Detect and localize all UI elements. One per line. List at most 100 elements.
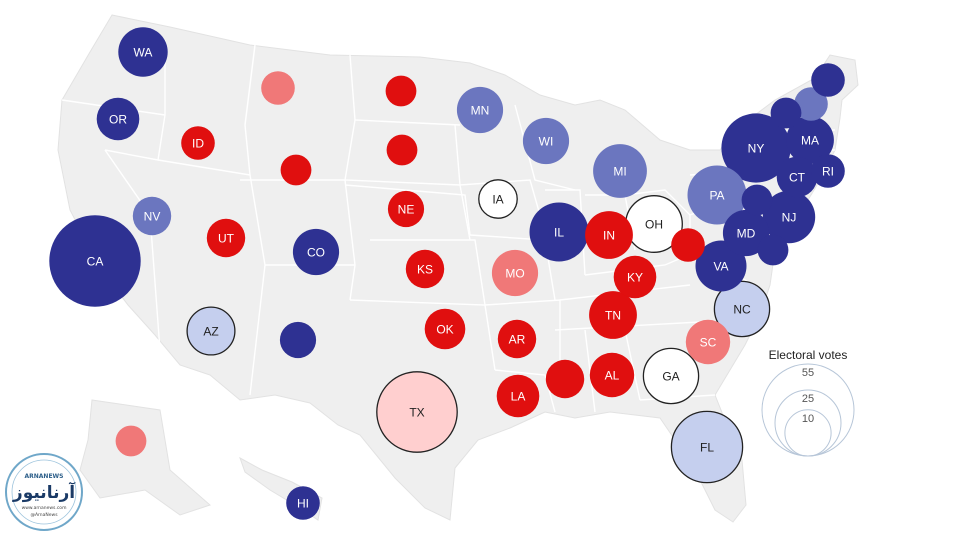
bubble-label-mo: MO xyxy=(505,266,524,280)
watermark-name: ARNANEWS xyxy=(25,473,64,480)
bubble-wi xyxy=(522,117,570,165)
bubble-nm xyxy=(279,321,317,359)
state-bubble-mi: MI xyxy=(593,144,647,198)
bubble-la xyxy=(496,374,540,418)
bubble-nv xyxy=(132,196,172,236)
state-bubble-ar: AR xyxy=(497,319,537,359)
state-bubble-md: MD xyxy=(722,209,770,257)
bubble-label-ok: OK xyxy=(436,322,453,336)
bubble-label-ny: NY xyxy=(748,141,765,155)
state-bubble-in: IN xyxy=(585,211,633,259)
state-bubble-sc: SC xyxy=(685,319,731,365)
bubble-label-ga: GA xyxy=(662,369,679,383)
state-bubble-de xyxy=(757,234,789,266)
bubble-label-wa: WA xyxy=(134,45,153,59)
state-bubble-wi: WI xyxy=(522,117,570,165)
state-bubble-il: IL xyxy=(529,202,589,262)
bubble-co xyxy=(292,228,340,276)
bubble-ar xyxy=(497,319,537,359)
bubble-me xyxy=(811,63,845,97)
bubble-label-fl: FL xyxy=(700,440,714,454)
bubble-id xyxy=(181,126,215,160)
bubble-label-nj: NJ xyxy=(782,210,797,224)
state-bubble-ok: OK xyxy=(424,308,466,350)
state-bubble-ne: NE xyxy=(387,190,425,228)
watermark-ring xyxy=(5,453,83,531)
legend-value-55: 55 xyxy=(802,367,814,379)
bubble-ok xyxy=(424,308,466,350)
state-bubble-sd xyxy=(386,134,418,166)
bubble-label-al: AL xyxy=(605,368,620,382)
state-bubble-ut: UT xyxy=(206,218,246,258)
state-bubble-oh: OH xyxy=(625,195,683,253)
state-bubble-la: LA xyxy=(496,374,540,418)
state-bubble-co: CO xyxy=(292,228,340,276)
bubble-tn xyxy=(589,291,637,339)
state-bubble-ny: NY xyxy=(721,113,791,183)
state-bubble-nc: NC xyxy=(713,280,771,338)
legend-value-25: 25 xyxy=(802,393,814,405)
state-bubble-ct: CT xyxy=(776,156,818,198)
state-bubble-me xyxy=(811,63,845,97)
bubble-mn xyxy=(456,86,504,134)
state-bubble-nj: NJ xyxy=(762,190,816,244)
bubble-tx xyxy=(376,371,458,453)
bubble-ks xyxy=(405,249,445,289)
bubble-hi xyxy=(286,486,320,520)
bubble-ms xyxy=(545,359,585,399)
bubble-mt xyxy=(261,71,295,105)
bubble-label-ks: KS xyxy=(417,262,433,276)
state-bubble-id: ID xyxy=(181,126,215,160)
state-bubble-nd xyxy=(385,75,417,107)
bubble-label-az: AZ xyxy=(203,324,218,338)
bubble-de xyxy=(757,234,789,266)
state-bubble-nh xyxy=(794,87,828,121)
state-bubble-az: AZ xyxy=(186,306,236,356)
bubble-sc xyxy=(685,319,731,365)
bubble-label-ar: AR xyxy=(509,332,526,346)
state-bubble-wy xyxy=(280,154,312,186)
bubble-label-ct: CT xyxy=(789,170,806,184)
bubble-al xyxy=(589,352,635,398)
bubble-fl xyxy=(670,410,744,484)
state-bubble-ms xyxy=(545,359,585,399)
state-bubble-ky: KY xyxy=(613,255,657,299)
bubble-dc xyxy=(741,184,773,216)
state-bubble-wa: WA xyxy=(118,27,168,77)
state-bubble-pa: PA xyxy=(687,165,747,225)
bubble-label-ne: NE xyxy=(398,202,415,216)
bubble-or xyxy=(96,97,140,141)
bubble-mi xyxy=(593,144,647,198)
bubble-ak xyxy=(115,425,147,457)
state-bubble-ks: KS xyxy=(405,249,445,289)
bubble-wa xyxy=(118,27,168,77)
bubble-nd xyxy=(385,75,417,107)
state-bubble-tx: TX xyxy=(376,371,458,453)
bubble-sd xyxy=(386,134,418,166)
state-bubble-mn: MN xyxy=(456,86,504,134)
bubble-label-or: OR xyxy=(109,112,127,126)
legend-title: Electoral votes xyxy=(769,348,848,362)
bubble-vt xyxy=(770,97,802,129)
bubble-md xyxy=(722,209,770,257)
bubble-ny xyxy=(721,113,791,183)
bubble-ca xyxy=(49,215,141,307)
legend-circles: 55 25 10 xyxy=(761,363,855,457)
bubble-label-nc: NC xyxy=(733,302,751,316)
state-bubble-fl: FL xyxy=(670,410,744,484)
bubble-va xyxy=(695,240,747,292)
state-bubble-or: OR xyxy=(96,97,140,141)
bubble-wv xyxy=(671,228,705,262)
bubble-label-tn: TN xyxy=(605,308,621,322)
bubble-ri xyxy=(811,154,845,188)
bubble-ga xyxy=(642,347,700,405)
bubble-label-mi: MI xyxy=(613,164,626,178)
bubble-label-va: VA xyxy=(713,259,728,273)
alaska-outline xyxy=(79,399,211,516)
bubble-label-md: MD xyxy=(737,226,756,240)
bubble-label-il: IL xyxy=(554,225,564,239)
bubble-nh xyxy=(794,87,828,121)
bubble-label-ia: IA xyxy=(492,192,503,206)
bubble-ne xyxy=(387,190,425,228)
state-bubble-hi: HI xyxy=(286,486,320,520)
